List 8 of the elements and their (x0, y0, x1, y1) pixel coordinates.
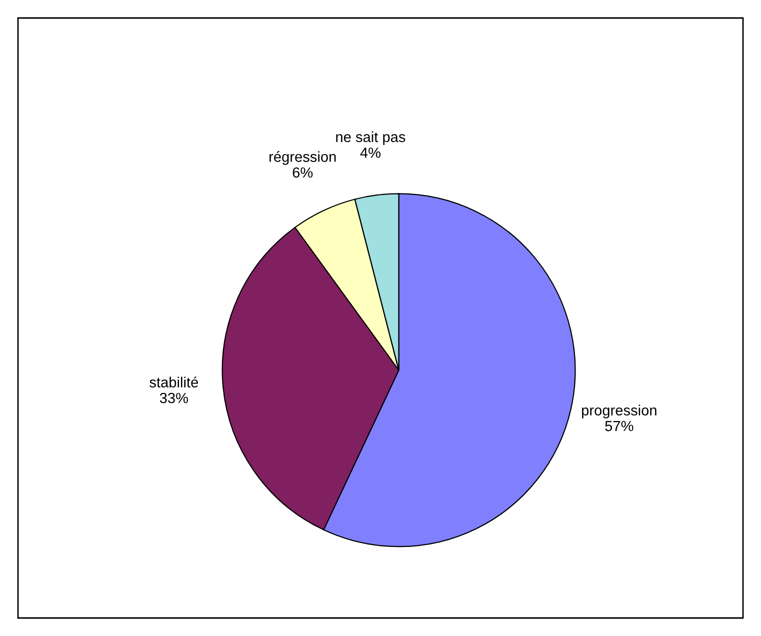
slice-label: progression (582, 404, 656, 418)
data-label: 4% (360, 148, 380, 158)
slice-label: stabilité (150, 376, 198, 388)
data-label: 33% (160, 392, 188, 404)
data-label: 6% (292, 167, 313, 178)
data-label: 57% (605, 420, 634, 432)
slice-label: ne sait pas (336, 131, 406, 146)
slice-label: régression (270, 151, 336, 165)
